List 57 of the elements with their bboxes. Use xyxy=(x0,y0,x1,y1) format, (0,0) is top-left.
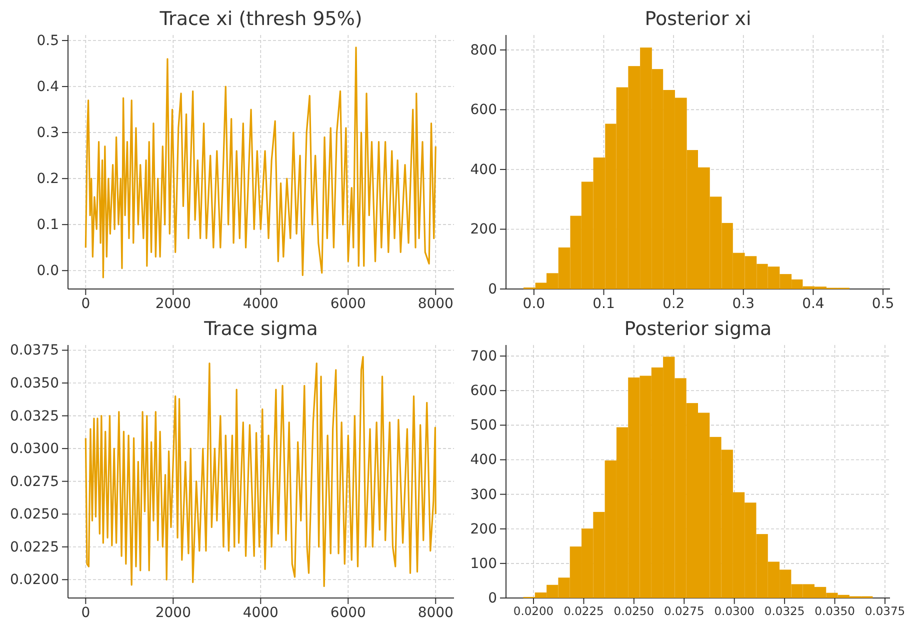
x-tick-label: 0.0250 xyxy=(614,604,654,618)
y-tick-label: 600 xyxy=(470,383,497,400)
x-tick-label: 0.0300 xyxy=(714,604,754,618)
y-tick-label: 0.0325 xyxy=(10,408,59,424)
x-tick-label: 8000 xyxy=(418,604,454,621)
x-tick-label: 0.3 xyxy=(732,296,755,312)
y-tick-label: 300 xyxy=(470,486,497,503)
y-tick-label: 0.0350 xyxy=(10,375,59,392)
x-tick-label: 6000 xyxy=(330,604,366,621)
line-series xyxy=(84,46,436,278)
y-tick-label: 0.0225 xyxy=(10,539,59,556)
y-tick-label: 0.0 xyxy=(36,263,59,280)
y-tick-label: 800 xyxy=(470,42,497,58)
x-tick-label: 0.0225 xyxy=(564,604,604,618)
y-tick-label: 700 xyxy=(470,348,497,365)
y-tick-label: 100 xyxy=(470,556,497,572)
y-tick-label: 200 xyxy=(470,222,497,238)
x-tick-label: 0.0200 xyxy=(513,604,554,618)
y-tick-label: 400 xyxy=(470,162,497,178)
y-tick-label: 0.0275 xyxy=(10,474,59,490)
y-tick-label: 0.0375 xyxy=(10,342,59,359)
x-tick-label: 8000 xyxy=(418,296,454,312)
y-tick-label: 0.0250 xyxy=(10,506,59,523)
x-tick-label: 0.0325 xyxy=(764,604,805,618)
x-tick-label: 0.0350 xyxy=(814,604,855,618)
y-tick-label: 0.4 xyxy=(36,79,60,96)
x-tick-label: 6000 xyxy=(330,296,366,312)
y-tick-label: 0 xyxy=(488,590,497,606)
chart-title: Posterior xi xyxy=(644,8,752,30)
x-tick-label: 0.1 xyxy=(592,296,615,312)
line-series xyxy=(84,356,436,587)
chart-title: Trace xi (thresh 95%) xyxy=(158,8,362,30)
y-tick-label: 0.5 xyxy=(36,33,59,49)
y-tick-label: 0.1 xyxy=(36,217,59,234)
x-tick-label: 4000 xyxy=(242,604,278,621)
y-tick-label: 400 xyxy=(470,452,497,468)
x-tick-label: 2000 xyxy=(155,296,191,312)
y-tick-label: 600 xyxy=(470,102,497,118)
chart-title: Trace sigma xyxy=(203,318,318,340)
x-tick-label: 2000 xyxy=(155,604,191,621)
x-tick-label: 0.2 xyxy=(662,296,685,312)
y-tick-label: 0 xyxy=(488,281,497,298)
chart-title: Posterior sigma xyxy=(624,318,772,340)
y-tick-label: 0.0300 xyxy=(10,441,59,458)
y-tick-label: 0.0200 xyxy=(10,572,59,588)
y-tick-label: 200 xyxy=(470,521,497,538)
y-tick-label: 0.2 xyxy=(36,171,59,188)
x-tick-label: 0.0375 xyxy=(864,604,906,618)
y-tick-label: 500 xyxy=(470,418,497,434)
y-tick-label: 0.3 xyxy=(36,125,59,142)
x-tick-label: 0 xyxy=(81,604,90,621)
x-tick-label: 4000 xyxy=(242,296,278,312)
x-tick-label: 0.5 xyxy=(872,296,894,312)
x-tick-label: 0.0275 xyxy=(664,604,704,618)
x-tick-label: 0 xyxy=(81,296,90,312)
x-tick-label: 0.4 xyxy=(802,296,824,312)
x-tick-label: 0.0 xyxy=(522,296,546,312)
